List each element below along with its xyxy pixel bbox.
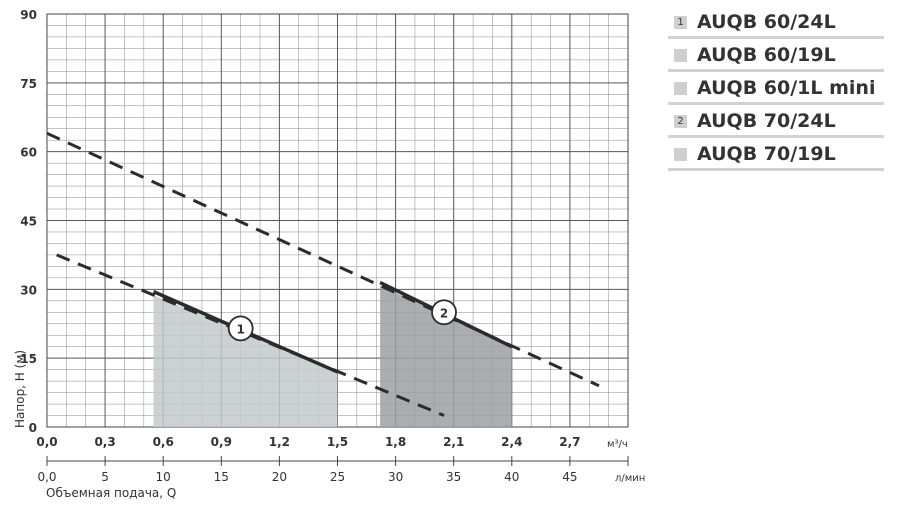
x-tick-label-secondary: 15 bbox=[214, 470, 229, 484]
x-axis-label: Объемная подача, Q bbox=[46, 486, 176, 500]
legend-item: 1 AUQB 60/24L bbox=[668, 8, 884, 39]
legend-swatch: 2 bbox=[674, 114, 687, 128]
x-tick-label-secondary: 0,0 bbox=[37, 470, 56, 484]
shaded-region-2 bbox=[380, 285, 512, 427]
legend-label: AUQB 70/24L bbox=[697, 110, 836, 132]
legend-swatch bbox=[674, 147, 687, 161]
x-unit-secondary: л/мин bbox=[615, 473, 645, 484]
x-tick-label-primary: 2,1 bbox=[443, 435, 464, 449]
x-tick-label-secondary: 20 bbox=[272, 470, 287, 484]
y-tick-label: 75 bbox=[20, 77, 37, 91]
legend: 1 AUQB 60/24L AUQB 60/19L AUQB 60/1L mini 2 A… bbox=[668, 8, 884, 173]
legend-swatch: 1 bbox=[674, 15, 687, 29]
x-tick-label-primary: 0,6 bbox=[153, 435, 174, 449]
x-tick-label-primary: 0,3 bbox=[94, 435, 115, 449]
legend-item: AUQB 60/1L mini bbox=[668, 74, 884, 105]
legend-swatch bbox=[674, 48, 687, 62]
legend-item: AUQB 70/19L bbox=[668, 140, 884, 171]
legend-label: AUQB 60/19L bbox=[697, 44, 836, 66]
legend-item: 2 AUQB 70/24L bbox=[668, 107, 884, 138]
x-tick-label-secondary: 10 bbox=[156, 470, 171, 484]
x-tick-label-primary: 1,8 bbox=[385, 435, 406, 449]
curve-marker-label-2: 2 bbox=[440, 306, 448, 320]
shaded-areas bbox=[153, 285, 512, 427]
x-tick-label-primary: 2,7 bbox=[559, 435, 580, 449]
y-axis-label: Напор, H (м) bbox=[13, 350, 27, 428]
x-tick-label-secondary: 5 bbox=[101, 470, 109, 484]
x-tick-labels-primary: 0,0 0,3 0,6 0,9 1,2 1,5 1,8 2,1 2,4 2,7 bbox=[36, 435, 580, 449]
x-unit-primary: м³/ч bbox=[607, 439, 628, 450]
curve-marker-label-1: 1 bbox=[236, 322, 244, 336]
axes bbox=[46, 456, 629, 466]
x-tick-label-secondary: 45 bbox=[562, 470, 577, 484]
y-tick-label: 45 bbox=[20, 215, 37, 229]
x-tick-label-secondary: 25 bbox=[330, 470, 345, 484]
y-tick-labels: 0 15 30 45 60 75 90 bbox=[20, 8, 37, 435]
y-tick-label: 0 bbox=[29, 421, 37, 435]
x-tick-label-secondary: 35 bbox=[446, 470, 461, 484]
x-tick-label-primary: 1,2 bbox=[269, 435, 290, 449]
y-tick-label: 30 bbox=[20, 283, 37, 297]
shaded-region-1 bbox=[153, 295, 338, 427]
x-tick-label-secondary: 40 bbox=[504, 470, 519, 484]
legend-item: AUQB 60/19L bbox=[668, 41, 884, 72]
curve-marker-circle-2 bbox=[431, 299, 457, 326]
x-tick-label-secondary: 30 bbox=[388, 470, 403, 484]
grid bbox=[46, 13, 629, 428]
x-tick-label-primary: 1,5 bbox=[327, 435, 348, 449]
y-tick-label: 15 bbox=[20, 352, 37, 366]
dashed-curve-2 bbox=[46, 131, 600, 388]
legend-swatch bbox=[674, 81, 687, 95]
x-tick-label-primary: 2,4 bbox=[501, 435, 522, 449]
curve-markers: 12 bbox=[227, 299, 457, 342]
y-tick-label: 90 bbox=[20, 8, 37, 22]
legend-label: AUQB 60/24L bbox=[697, 11, 836, 33]
x-tick-label-primary: 0,9 bbox=[211, 435, 232, 449]
legend-label: AUQB 70/19L bbox=[697, 143, 836, 165]
curve-marker-circle-1 bbox=[227, 315, 254, 342]
x-tick-labels-secondary: 0,0 5 10 15 20 25 30 35 40 45 bbox=[37, 470, 577, 484]
y-tick-label: 60 bbox=[20, 146, 37, 160]
legend-label: AUQB 60/1L mini bbox=[697, 77, 876, 99]
x-tick-label-primary: 0,0 bbox=[36, 435, 57, 449]
